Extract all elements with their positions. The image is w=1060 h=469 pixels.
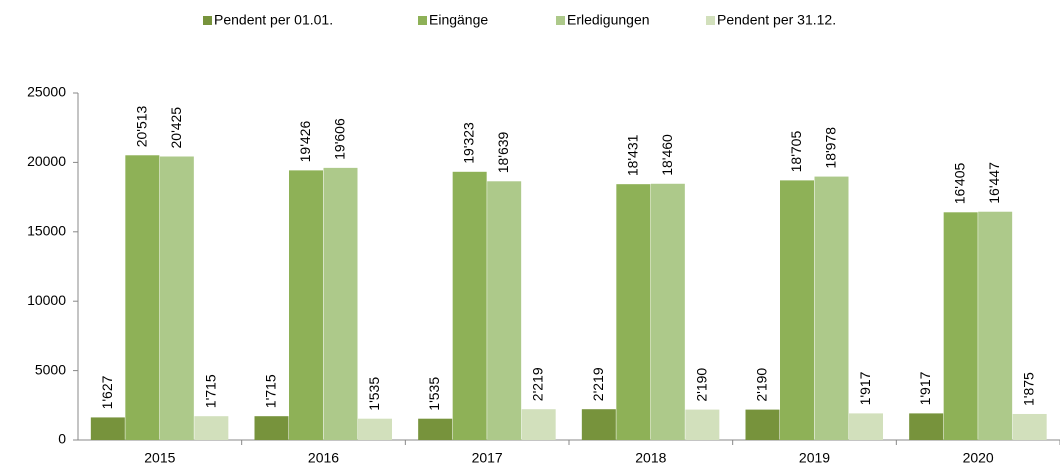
bar bbox=[849, 413, 883, 440]
y-tick-label: 25000 bbox=[27, 84, 66, 100]
legend-label: Erledigungen bbox=[567, 12, 650, 28]
bar bbox=[125, 155, 160, 441]
x-tick-label: 2018 bbox=[635, 450, 666, 466]
value-label: 19'323 bbox=[461, 122, 477, 164]
value-label: 2'190 bbox=[693, 368, 709, 402]
bar bbox=[581, 409, 616, 440]
value-label: 18'978 bbox=[822, 127, 838, 169]
bar bbox=[358, 418, 392, 440]
bar bbox=[685, 409, 720, 440]
value-label: 1'875 bbox=[1021, 372, 1037, 406]
bar bbox=[323, 167, 358, 440]
value-label: 2'219 bbox=[530, 367, 546, 401]
value-label: 1'715 bbox=[202, 374, 218, 408]
bar bbox=[254, 416, 289, 440]
bar bbox=[1012, 413, 1047, 440]
value-label: 1'535 bbox=[366, 377, 382, 411]
legend-swatch bbox=[556, 16, 565, 25]
y-tick-label: 15000 bbox=[27, 223, 66, 239]
x-tick-label: 2020 bbox=[963, 450, 994, 466]
legend-label: Pendent per 01.01. bbox=[214, 12, 333, 28]
value-label: 19'606 bbox=[331, 118, 347, 160]
legend-swatch bbox=[706, 16, 715, 25]
bar bbox=[814, 176, 849, 440]
bar bbox=[909, 413, 944, 440]
value-label: 20'425 bbox=[168, 107, 184, 149]
legend-label: Eingänge bbox=[429, 12, 488, 28]
bar bbox=[650, 183, 685, 440]
value-label: 1'627 bbox=[99, 375, 115, 409]
value-label: 18'460 bbox=[659, 134, 675, 176]
bar bbox=[487, 181, 522, 440]
bar bbox=[521, 409, 556, 440]
x-tick-label: 2017 bbox=[472, 450, 503, 466]
bar bbox=[159, 156, 194, 440]
x-tick-label: 2015 bbox=[144, 450, 175, 466]
x-tick-label: 2016 bbox=[308, 450, 339, 466]
bar bbox=[90, 417, 125, 440]
y-tick-label: 10000 bbox=[27, 292, 66, 308]
legend-label: Pendent per 31.12. bbox=[717, 12, 836, 28]
value-label: 19'426 bbox=[297, 121, 313, 163]
value-label: 1'535 bbox=[426, 377, 442, 411]
bar bbox=[616, 184, 651, 440]
value-label: 18'705 bbox=[788, 131, 804, 173]
value-label: 1'917 bbox=[917, 371, 933, 405]
value-label: 16'447 bbox=[986, 162, 1002, 204]
y-tick-label: 0 bbox=[58, 431, 66, 447]
y-tick-label: 5000 bbox=[35, 361, 66, 377]
bar bbox=[780, 180, 814, 440]
value-label: 1'917 bbox=[857, 371, 873, 405]
x-tick-label: 2019 bbox=[799, 450, 830, 466]
value-label: 18'431 bbox=[624, 134, 640, 176]
value-label: 20'513 bbox=[133, 105, 149, 147]
bar bbox=[194, 416, 229, 440]
value-label: 18'639 bbox=[495, 131, 511, 173]
value-label: 16'405 bbox=[952, 162, 968, 204]
value-label: 2'190 bbox=[753, 368, 769, 402]
value-label: 2'219 bbox=[590, 367, 606, 401]
value-label: 1'715 bbox=[262, 374, 278, 408]
bar bbox=[943, 212, 978, 440]
bar bbox=[978, 211, 1013, 440]
bar bbox=[745, 409, 780, 440]
y-tick-label: 20000 bbox=[27, 153, 66, 169]
bar bbox=[452, 171, 487, 440]
legend-swatch bbox=[418, 16, 427, 25]
legend-swatch bbox=[203, 16, 212, 25]
bar bbox=[289, 170, 323, 440]
bar bbox=[418, 418, 453, 440]
